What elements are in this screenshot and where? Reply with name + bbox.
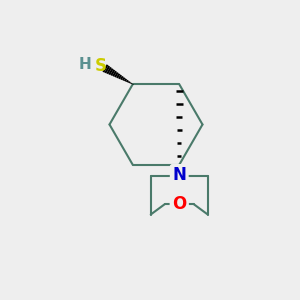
Text: O: O [172, 195, 186, 213]
Text: N: N [172, 167, 186, 184]
Text: S: S [95, 57, 107, 75]
Text: H: H [79, 57, 92, 72]
